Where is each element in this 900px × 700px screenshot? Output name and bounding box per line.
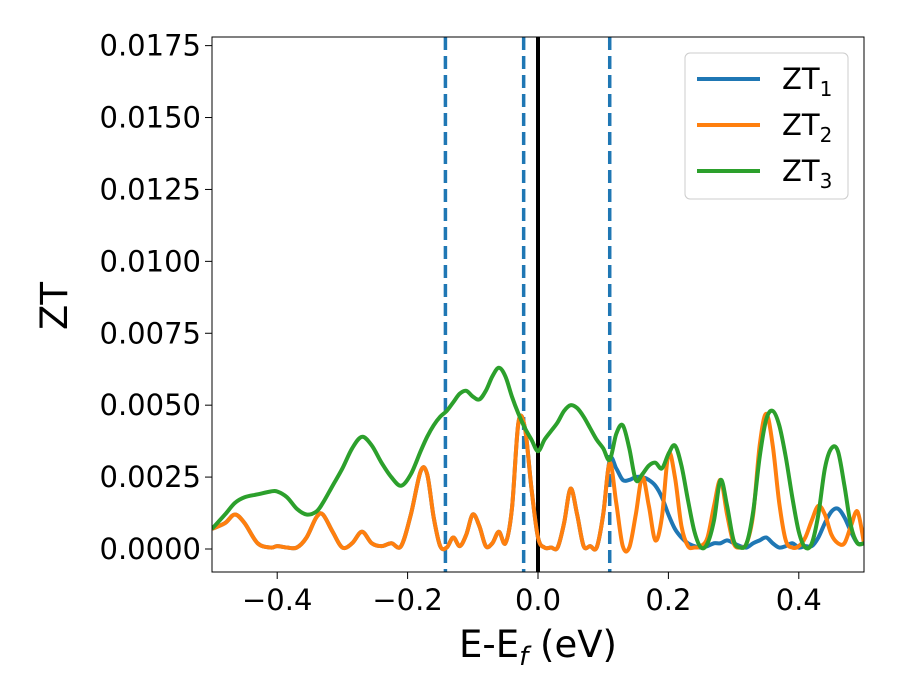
x-tick-label: 0.4 bbox=[776, 583, 822, 617]
x-tick-label: 0.2 bbox=[645, 583, 691, 617]
reference-lines bbox=[443, 37, 612, 572]
y-tick-label: 0.0025 bbox=[100, 460, 201, 494]
y-tick-label: 0.0150 bbox=[100, 101, 201, 135]
y-axis-ticks: 0.0000 0.0025 0.0050 0.0075 0.0100 0.0125 0.01… bbox=[100, 29, 212, 566]
y-tick-label: 0.0075 bbox=[100, 316, 201, 350]
series-line-zt3 bbox=[212, 365, 864, 551]
legend-label-zt1: ZT1 bbox=[782, 62, 832, 101]
y-tick-label: 0.0050 bbox=[100, 388, 201, 422]
y-tick-label: 0.0125 bbox=[100, 172, 201, 206]
x-tick-label: −0.4 bbox=[242, 583, 312, 617]
legend-label-zt2: ZT2 bbox=[782, 108, 832, 147]
series-lines bbox=[212, 365, 864, 554]
x-axis-title: E-Ef (eV) bbox=[459, 623, 617, 672]
x-tick-label: 0.0 bbox=[515, 583, 561, 617]
y-tick-label: 0.0000 bbox=[100, 532, 201, 566]
x-tick-label: −0.2 bbox=[372, 583, 442, 617]
y-tick-label: 0.0175 bbox=[100, 29, 201, 63]
y-axis-title: ZT bbox=[33, 282, 76, 330]
legend-box bbox=[684, 52, 849, 200]
legend-label-zt3: ZT3 bbox=[782, 154, 832, 193]
legend: ZT1 ZT2 ZT3 bbox=[684, 52, 849, 200]
x-axis-ticks: −0.4 −0.2 0.0 0.2 0.4 bbox=[242, 572, 822, 617]
y-tick-label: 0.0100 bbox=[100, 244, 201, 278]
